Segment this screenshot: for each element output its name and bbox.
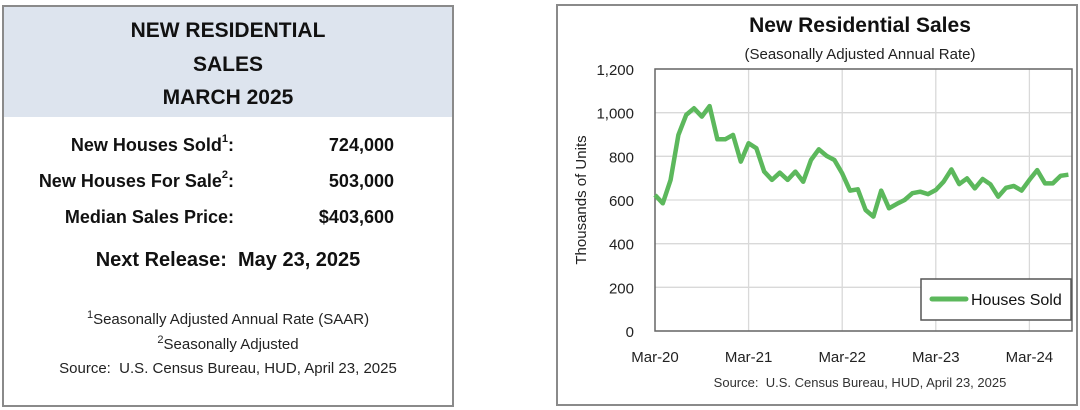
- y-tick-label: 1,200: [596, 62, 634, 79]
- y-tick-label: 800: [609, 149, 634, 166]
- summary-title-line: SALES: [192, 53, 263, 76]
- footnote-1: 1Seasonally Adjusted Annual Rate (SAAR): [86, 309, 370, 328]
- median-price-label: Median Sales Price:: [64, 207, 234, 227]
- summary-panel: NEW RESIDENTIAL SALES MARCH 2025 New Hou…: [2, 5, 454, 407]
- footnote-2: 2Seasonally Adjusted: [157, 334, 299, 353]
- y-tick-label: 200: [609, 280, 634, 297]
- summary-source: Source: U.S. Census Bureau, HUD, April 2…: [59, 360, 397, 377]
- houses-for-sale-value: 503,000: [328, 171, 394, 191]
- summary-title-line: NEW RESIDENTIAL: [130, 19, 326, 42]
- summary-title-line: MARCH 2025: [162, 86, 294, 109]
- series-line-houses-sold: [653, 103, 1069, 219]
- chart-frame: [556, 4, 1078, 406]
- x-tick-label: Mar-20: [631, 349, 679, 366]
- x-tick-label: Mar-24: [1006, 349, 1054, 366]
- x-tick-label: Mar-22: [818, 349, 866, 366]
- median-price-value: $403,600: [318, 207, 394, 227]
- chart-source: Source: U.S. Census Bureau, HUD, April 2…: [714, 375, 1007, 390]
- next-release: Next Release: May 23, 2025: [95, 249, 361, 271]
- summary-header: NEW RESIDENTIAL SALES MARCH 2025: [4, 7, 452, 117]
- legend-label: Houses Sold: [971, 292, 1062, 309]
- x-tick-label: Mar-21: [725, 349, 773, 366]
- y-tick-label: 1,000: [596, 106, 634, 123]
- y-axis-title: Thousands of Units: [573, 135, 590, 264]
- new-houses-sold-label: New Houses Sold1:: [70, 133, 234, 155]
- houses-for-sale-label: New Houses For Sale2:: [38, 169, 234, 191]
- chart-title: New Residential Sales: [749, 14, 971, 37]
- plot-area: [654, 68, 1073, 332]
- x-tick-label: Mar-23: [912, 349, 960, 366]
- legend-box: [920, 278, 1072, 321]
- y-tick-label: 0: [626, 324, 634, 341]
- y-tick-label: 400: [609, 237, 634, 254]
- new-houses-sold-value: 724,000: [328, 135, 394, 155]
- y-tick-label: 600: [609, 193, 634, 210]
- chart-subtitle: (Seasonally Adjusted Annual Rate): [745, 46, 976, 63]
